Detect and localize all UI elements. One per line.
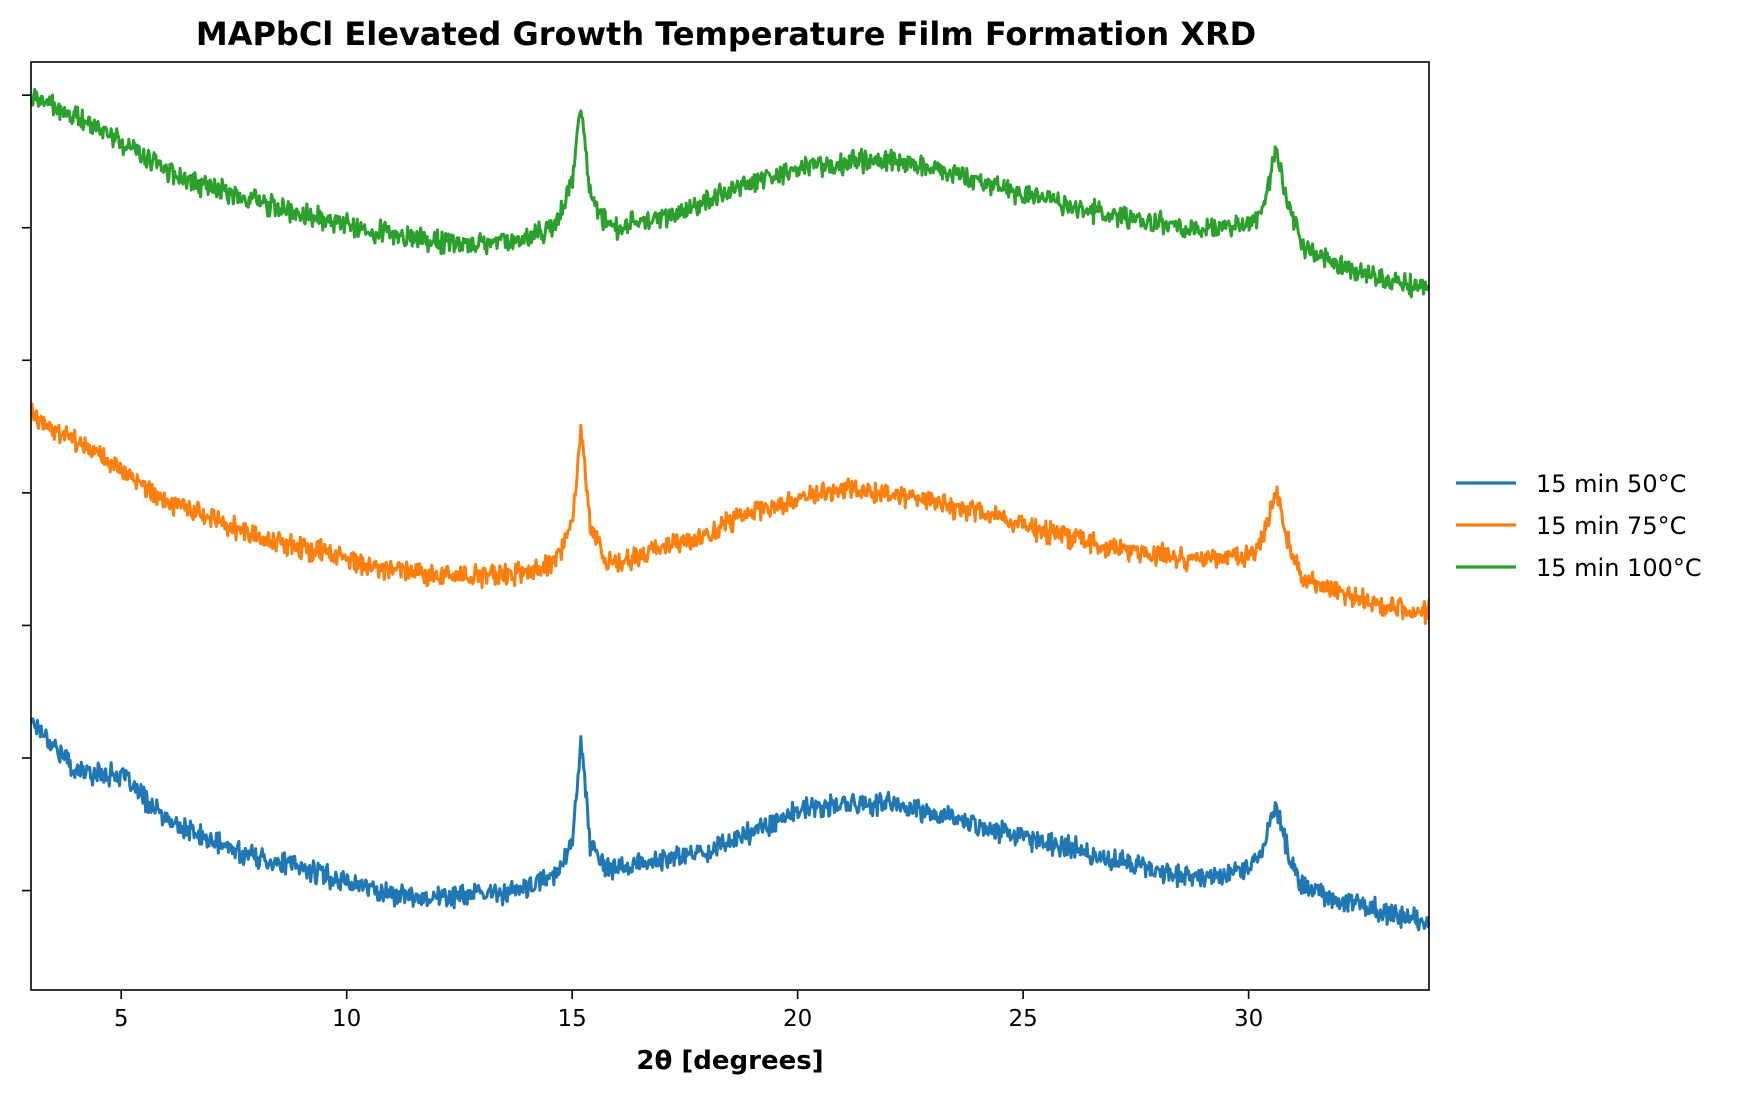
- x-tick-label: 5: [114, 1006, 129, 1032]
- series-line-3: [31, 87, 1429, 299]
- series-line-2: [31, 402, 1429, 625]
- x-tick-label: 25: [1008, 1006, 1037, 1032]
- series-layer: [31, 87, 1429, 932]
- x-axis-label: 2θ [degrees]: [636, 1046, 823, 1076]
- legend: 15 min 50°C 15 min 75°C 15 min 100°C: [1456, 470, 1702, 582]
- x-tick-label: 10: [332, 1006, 361, 1032]
- legend-label-1: 15 min 50°C: [1536, 470, 1686, 498]
- legend-label-2: 15 min 75°C: [1536, 512, 1686, 540]
- x-tick-label: 30: [1234, 1006, 1263, 1032]
- series-line-1: [31, 717, 1429, 932]
- x-tick-label: 20: [783, 1006, 812, 1032]
- x-axis-ticks: 5 10 15 20 25 30: [114, 990, 1263, 1032]
- chart-title: MAPbCl Elevated Growth Temperature Film …: [196, 15, 1256, 53]
- plot-area: 5 10 15 20 25 30: [22, 61, 1430, 1032]
- legend-label-3: 15 min 100°C: [1536, 554, 1702, 582]
- x-tick-label: 15: [558, 1006, 587, 1032]
- y-axis-ticks: [22, 94, 31, 892]
- plot-frame: [30, 61, 1430, 991]
